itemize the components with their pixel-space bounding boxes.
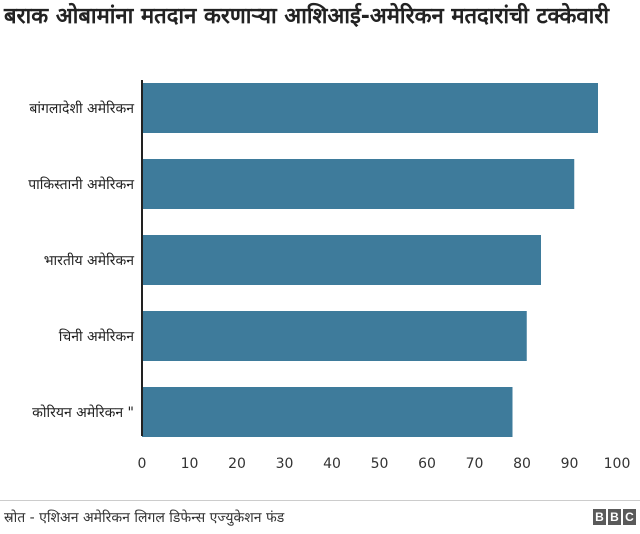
category-label: पाकिस्तानी अमेरिकन — [28, 176, 134, 193]
logo-letter: C — [623, 509, 636, 525]
category-label: बांगलादेशी अमेरिकन — [29, 100, 134, 117]
source-note: स्रोत - एशिअन अमेरिकन लिगल डिफेन्स एज्यु… — [4, 510, 285, 526]
x-tick-label: 60 — [418, 456, 436, 472]
x-tick-label: 40 — [323, 456, 341, 472]
x-tick-label: 100 — [604, 456, 631, 472]
x-tick-label: 30 — [276, 456, 294, 472]
x-tick-label: 90 — [561, 456, 579, 472]
x-tick-label: 0 — [138, 456, 147, 472]
logo-letter: B — [608, 509, 621, 525]
category-label: भारतीय अमेरिकन — [44, 252, 135, 269]
bar — [142, 235, 541, 285]
bar-chart: बांगलादेशी अमेरिकन पाकिस्तानी अमेरिकन भारत… — [28, 80, 631, 472]
x-tick-label: 80 — [513, 456, 531, 472]
bar — [142, 83, 598, 133]
footer-divider — [0, 500, 640, 501]
bbc-logo: B B C — [593, 509, 636, 525]
bar — [142, 159, 575, 209]
bar — [142, 387, 513, 437]
x-tick-label: 70 — [466, 456, 484, 472]
x-tick-label: 20 — [228, 456, 246, 472]
category-label: चिनी अमेरिकन — [59, 328, 135, 345]
x-tick-label: 10 — [181, 456, 199, 472]
chart-title: बराक ओबामांना मतदान करणाऱ्या आशिआई-अमेरि… — [4, 4, 610, 29]
logo-letter: B — [593, 509, 606, 525]
bar — [142, 311, 527, 361]
x-tick-label: 50 — [371, 456, 389, 472]
category-label: कोरियन अमेरिकन " — [32, 404, 134, 421]
